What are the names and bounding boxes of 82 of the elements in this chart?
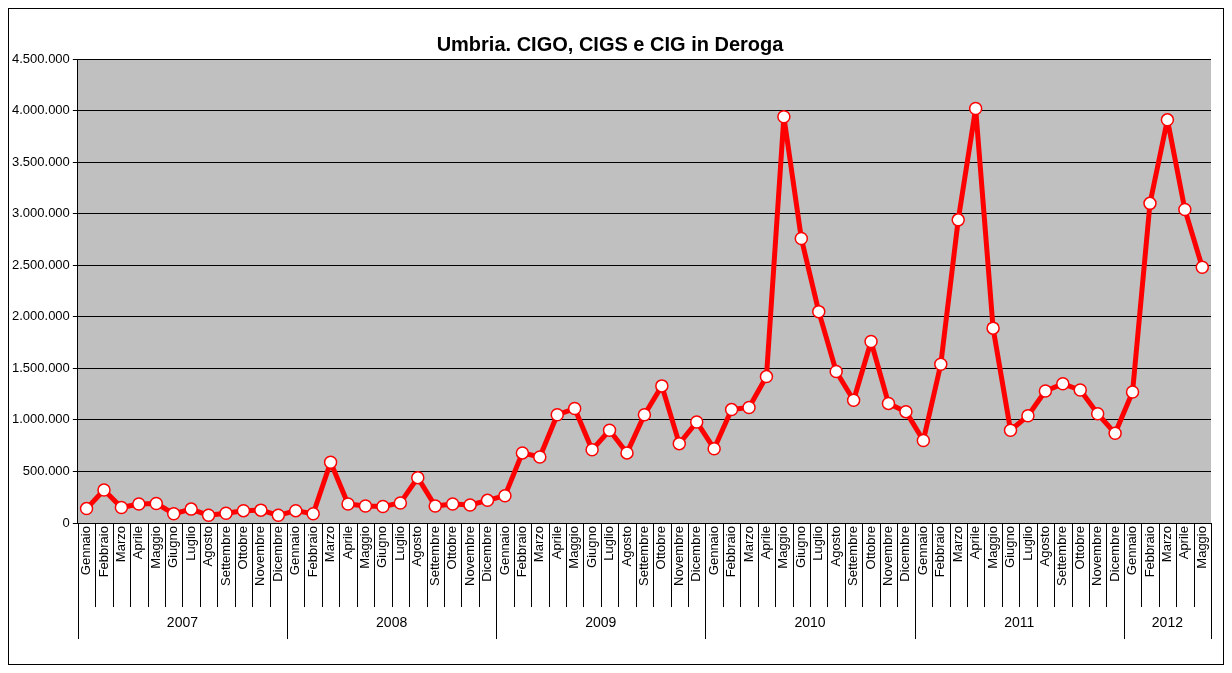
x-tick-label: Maggio <box>147 526 163 569</box>
x-tick-label: Gennaio <box>705 526 721 576</box>
y-tick-label: 4.000.000 <box>11 102 70 118</box>
x-tick-label: Giugno <box>583 526 599 568</box>
x-tick-label: Ottobre <box>1071 526 1087 570</box>
x-tick-label: Maggio <box>984 526 1000 569</box>
x-tick-label: Settembre <box>426 526 442 587</box>
y-tick-label: 500.000 <box>22 463 70 479</box>
x-tick-label: Novembre <box>252 526 268 586</box>
x-tick-label: Marzo <box>1158 526 1174 563</box>
x-tick-label: Settembre <box>217 526 233 587</box>
x-tick-label: Novembre <box>1089 526 1105 586</box>
text: 2011 <box>1004 613 1035 630</box>
x-tick-label: Ottobre <box>444 526 460 570</box>
x-tick-label: Agosto <box>200 526 216 567</box>
x-tick-label: Gennaio <box>78 526 94 576</box>
x-tick-label: Dicembre <box>1106 526 1122 582</box>
x-tick-label: Febbraio <box>1141 526 1157 578</box>
text: 2010 <box>794 613 826 630</box>
x-tick-label: Agosto <box>827 526 843 567</box>
x-tick-label: Giugno <box>792 526 808 568</box>
x-tick-label: Dicembre <box>897 526 913 582</box>
x-tick-label: Gennaio <box>287 526 303 576</box>
x-tick-label: Ottobre <box>235 526 251 570</box>
x-tick-label: Giugno <box>1002 526 1018 568</box>
x-tick-label: Aprile <box>339 526 355 560</box>
x-tick-label: Febbraio <box>723 526 739 578</box>
x-tick-label: Settembre <box>845 526 861 587</box>
x-tick-label: Aprile <box>1176 526 1192 560</box>
x-tick-label: Novembre <box>670 526 686 586</box>
x-tick-label: Marzo <box>531 526 547 563</box>
x-tick-label: Maggio <box>1193 526 1209 569</box>
x-tick-label: Novembre <box>880 526 896 586</box>
x-tick-label: Gennaio <box>1124 526 1140 576</box>
text: 2012 <box>1151 613 1184 630</box>
chart-title: Umbria. CIGO, CIGS e CIG in Deroga <box>436 32 785 55</box>
x-tick-label: Aprile <box>758 526 774 560</box>
x-tick-label: Luglio <box>391 526 407 561</box>
x-tick-label: Ottobre <box>653 526 669 570</box>
x-tick-label: Agosto <box>409 526 425 567</box>
x-tick-label: Febbraio <box>932 526 948 578</box>
x-tick-label: Gennaio <box>496 526 512 576</box>
y-tick-label: 3.500.000 <box>11 153 70 169</box>
x-tick-label: Novembre <box>461 526 477 586</box>
x-tick-label: Giugno <box>165 526 181 568</box>
x-tick-label: Dicembre <box>269 526 285 582</box>
x-tick-label: Aprile <box>130 526 146 560</box>
text: 2009 <box>585 613 617 630</box>
x-tick-label: Febbraio <box>95 526 111 578</box>
y-tick-label: 3.000.000 <box>11 205 70 221</box>
x-tick-label: Febbraio <box>513 526 529 578</box>
x-tick-label: Marzo <box>949 526 965 563</box>
y-tick-label: 2.500.000 <box>11 256 70 272</box>
x-tick-label: Luglio <box>601 526 617 561</box>
x-tick-label: Febbraio <box>304 526 320 578</box>
x-tick-label: Marzo <box>740 526 756 563</box>
x-tick-label: Marzo <box>112 526 128 563</box>
x-tick-label: Marzo <box>322 526 338 563</box>
y-tick-label: 4.500.000 <box>11 50 70 66</box>
x-tick-label: Maggio <box>357 526 373 569</box>
x-tick-label: Agosto <box>618 526 634 567</box>
text: 2008 <box>376 613 408 630</box>
x-tick-label: Luglio <box>1019 526 1035 561</box>
x-tick-label: Maggio <box>775 526 791 569</box>
x-tick-label: Settembre <box>635 526 651 587</box>
y-tick-label: 2.000.000 <box>11 308 70 324</box>
x-tick-label: Ottobre <box>862 526 878 570</box>
y-tick-label: 1.000.000 <box>11 411 70 427</box>
x-tick-label: Luglio <box>182 526 198 561</box>
x-tick-label: Gennaio <box>914 526 930 576</box>
y-tick-label: 1.500.000 <box>11 359 70 375</box>
x-tick-label: Maggio <box>566 526 582 569</box>
x-tick-label: Aprile <box>548 526 564 560</box>
x-tick-label: Luglio <box>810 526 826 561</box>
x-tick-label: Dicembre <box>479 526 495 582</box>
y-tick-label: 0 <box>62 514 70 530</box>
x-tick-label: Aprile <box>967 526 983 560</box>
x-tick-label: Settembre <box>1054 526 1070 587</box>
x-tick-label: Dicembre <box>688 526 704 582</box>
text: 2007 <box>166 613 199 630</box>
x-tick-label: Agosto <box>1036 526 1052 567</box>
x-tick-label: Giugno <box>374 526 390 568</box>
